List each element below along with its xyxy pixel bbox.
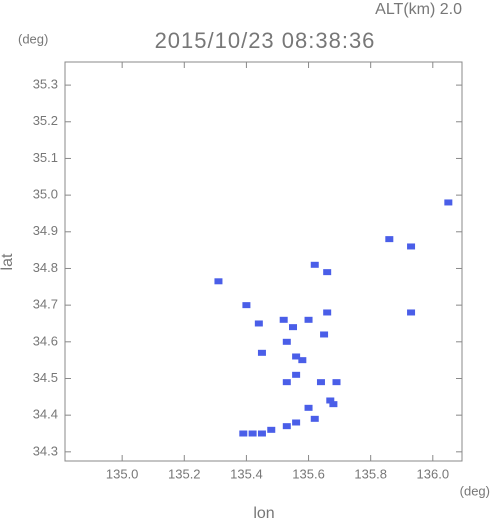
- echo-cell: [304, 316, 313, 323]
- echo-cell: [323, 309, 332, 316]
- echo-cell: [292, 419, 301, 426]
- echo-cell: [316, 379, 325, 386]
- y-tick-label: 34.6: [33, 333, 58, 348]
- x-tick-label: 135.4: [230, 466, 263, 481]
- x-tick-label: 135.6: [292, 466, 325, 481]
- y-label: lat: [0, 253, 16, 270]
- echo-cell: [289, 324, 298, 331]
- echo-cell: [326, 397, 335, 404]
- y-unit: (deg): [18, 31, 48, 46]
- echo-cell: [332, 379, 341, 386]
- echo-cell: [292, 371, 301, 378]
- echo-cell: [242, 302, 251, 309]
- plot-frame: [64, 61, 463, 462]
- altitude: ALT(km) 2.0: [375, 1, 462, 18]
- echo-cell: [329, 401, 338, 408]
- y-tick-label: 35.3: [33, 77, 58, 92]
- echo-cell: [304, 404, 313, 411]
- x-unit: (deg): [460, 483, 490, 498]
- chart-title: 2015/10/23 08:38:36: [155, 28, 376, 53]
- echo-cell: [292, 353, 301, 360]
- echo-cell: [320, 331, 329, 338]
- y-tick-label: 35.0: [33, 187, 58, 202]
- x-tick-label: 135.0: [106, 466, 139, 481]
- echo-cell: [257, 430, 266, 437]
- echo-cell: [279, 316, 288, 323]
- echo-cell: [407, 243, 416, 250]
- echo-cell: [323, 269, 332, 276]
- x-label: lon: [253, 505, 274, 521]
- echo-cell: [239, 430, 248, 437]
- echo-cell: [254, 320, 263, 327]
- echo-cell: [248, 430, 257, 437]
- y-tick-label: 34.3: [33, 443, 58, 458]
- echo-cell: [407, 309, 416, 316]
- y-tick-label: 35.2: [33, 113, 58, 128]
- y-tick-label: 34.8: [33, 260, 58, 275]
- y-tick-label: 34.5: [33, 370, 58, 385]
- y-tick-label: 35.1: [33, 150, 58, 165]
- echo-cell: [282, 423, 291, 430]
- x-tick-label: 135.8: [354, 466, 387, 481]
- echo-cell: [267, 426, 276, 433]
- echo-cell: [298, 357, 307, 364]
- y-tick-label: 34.4: [33, 407, 58, 422]
- echo-cell: [310, 415, 319, 422]
- echo-cell: [310, 261, 319, 268]
- y-tick-label: 34.7: [33, 297, 58, 312]
- x-tick-label: 136.0: [417, 466, 450, 481]
- echo-cell: [257, 349, 266, 356]
- echo-cell: [385, 236, 394, 243]
- echo-cell: [444, 199, 453, 206]
- x-tick-label: 135.2: [168, 466, 201, 481]
- y-tick-label: 34.9: [33, 223, 58, 238]
- echo-cell: [282, 379, 291, 386]
- echo-cell: [214, 278, 223, 285]
- echo-cell: [282, 338, 291, 345]
